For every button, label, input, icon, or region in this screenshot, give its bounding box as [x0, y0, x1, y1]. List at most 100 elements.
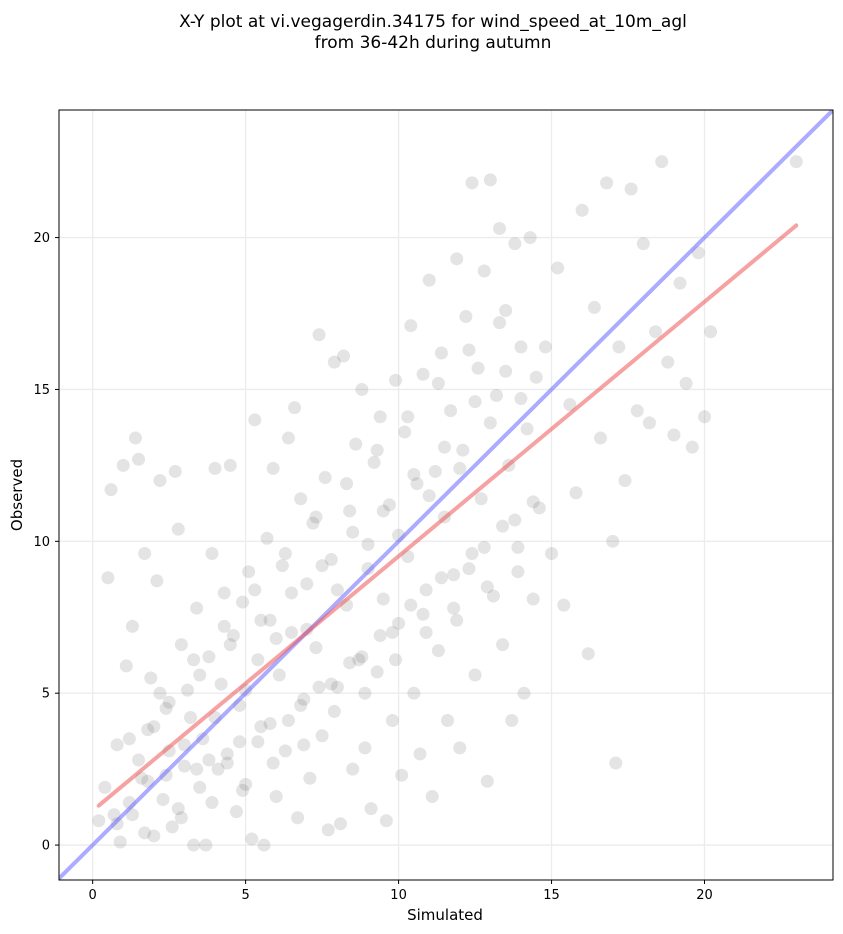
data-point [551, 261, 565, 275]
data-point [138, 826, 152, 840]
data-point [545, 546, 559, 560]
data-point [113, 835, 127, 849]
data-point [205, 796, 219, 810]
data-point [508, 513, 522, 527]
data-point [220, 756, 234, 770]
data-point [251, 653, 265, 667]
data-point [153, 474, 167, 488]
data-point [609, 756, 623, 770]
data-point [132, 753, 146, 767]
data-point [147, 720, 161, 734]
data-point [245, 832, 259, 846]
data-point [508, 237, 522, 251]
data-point [358, 686, 372, 700]
data-point [232, 735, 246, 749]
data-point [159, 768, 173, 782]
data-point [199, 838, 213, 852]
data-point [324, 677, 338, 691]
data-point [557, 598, 571, 612]
data-point [389, 653, 403, 667]
data-point [278, 744, 292, 758]
data-point [373, 410, 387, 424]
data-point [437, 440, 451, 454]
data-point [122, 732, 136, 746]
y-axis-ticks: 0 5 10 15 20 [33, 231, 59, 854]
data-point [563, 398, 577, 412]
data-point [704, 325, 718, 339]
data-point [223, 458, 237, 472]
data-point [269, 789, 283, 803]
data-point [269, 632, 283, 646]
data-point [272, 668, 286, 682]
x-tick-label: 10 [390, 888, 407, 903]
data-point [324, 553, 338, 567]
data-point [263, 613, 277, 627]
data-point [606, 534, 620, 548]
data-point [337, 349, 351, 363]
data-point [352, 653, 366, 667]
data-point [104, 483, 118, 497]
data-point [425, 789, 439, 803]
data-point [364, 802, 378, 816]
data-point [343, 656, 357, 670]
data-point [642, 416, 656, 430]
y-tick-label: 0 [42, 839, 50, 854]
data-point [285, 586, 299, 600]
data-point [92, 814, 106, 828]
data-point [159, 701, 173, 715]
data-point [496, 519, 510, 533]
data-point [441, 714, 455, 728]
data-point [208, 461, 222, 475]
data-point [266, 756, 280, 770]
data-point [474, 492, 488, 506]
y-tick-label: 15 [33, 383, 50, 398]
data-point [526, 495, 540, 509]
data-point [483, 416, 497, 430]
data-point [600, 176, 614, 190]
data-point [101, 571, 115, 585]
data-point [468, 668, 482, 682]
data-point [462, 343, 476, 357]
data-point [404, 598, 418, 612]
data-point [343, 504, 357, 518]
reference-lines [59, 110, 833, 880]
data-point [346, 762, 360, 776]
data-point [291, 811, 305, 825]
data-point [260, 531, 274, 545]
data-point [150, 574, 164, 588]
data-point [266, 461, 280, 475]
y-tick-label: 10 [33, 535, 50, 550]
data-point [447, 601, 461, 615]
data-point [355, 382, 369, 396]
data-point [333, 817, 347, 831]
data-point [493, 221, 507, 235]
data-point [119, 659, 133, 673]
data-point [248, 583, 262, 597]
data-point [493, 316, 507, 330]
data-point [327, 355, 341, 369]
data-point [361, 537, 375, 551]
data-point [789, 155, 803, 169]
data-point [523, 231, 537, 245]
data-point [575, 203, 589, 217]
data-point [453, 741, 467, 755]
data-point [431, 376, 445, 390]
data-point [434, 346, 448, 360]
data-point [138, 546, 152, 560]
chart-title-line-2: from 36-42h during autumn [315, 33, 552, 53]
data-point [389, 373, 403, 387]
data-point [529, 370, 543, 384]
data-point [211, 762, 225, 776]
data-point [288, 401, 302, 415]
data-point [174, 811, 188, 825]
data-point [251, 735, 265, 749]
data-point [110, 738, 124, 752]
data-point [376, 504, 390, 518]
data-point [367, 455, 381, 469]
data-point [330, 583, 344, 597]
data-point [248, 413, 262, 427]
data-point [355, 650, 369, 664]
data-point [318, 471, 332, 485]
data-point [511, 565, 525, 579]
data-point [401, 410, 415, 424]
